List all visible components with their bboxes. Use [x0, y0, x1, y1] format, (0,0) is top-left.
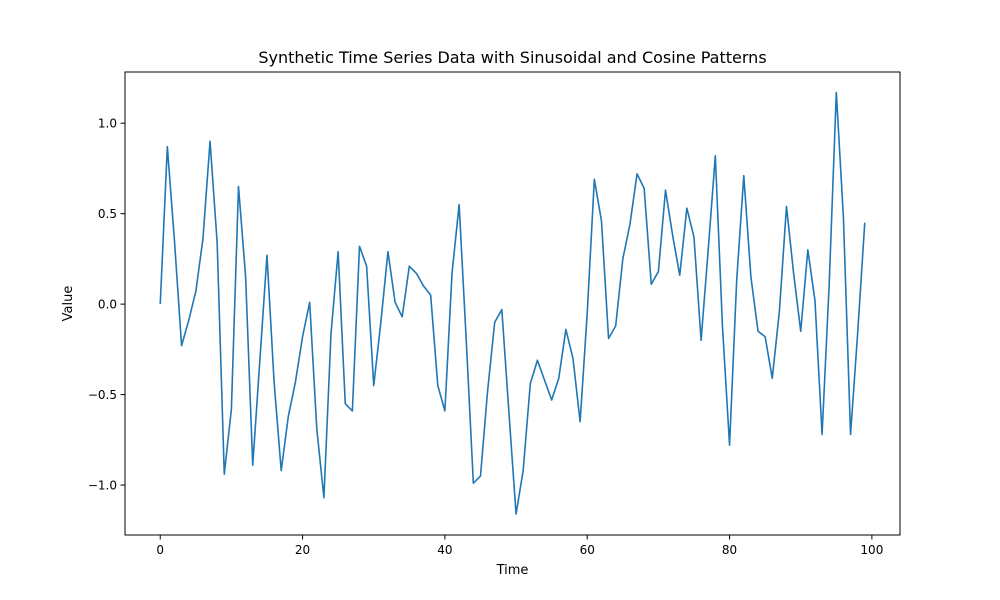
y-tick-label: −0.5: [88, 388, 117, 402]
y-axis: −1.0 −0.5 0.0 0.5 1.0: [88, 117, 125, 493]
x-tick-label: 0: [156, 543, 164, 557]
x-tick-label: 60: [580, 543, 595, 557]
axes-frame: [124, 71, 901, 536]
x-axis-label: Time: [496, 563, 529, 578]
y-tick-label: 0.5: [98, 207, 117, 221]
y-tick-label: 0.0: [98, 298, 117, 312]
series-line-0: [159, 91, 866, 515]
chart-title: Synthetic Time Series Data with Sinusoid…: [258, 48, 766, 67]
y-axis-label: Value: [61, 286, 76, 322]
x-tick-label: 100: [860, 543, 883, 557]
y-tick-label: 1.0: [98, 117, 117, 131]
x-tick-label: 20: [295, 543, 310, 557]
x-axis: 0 20 40 60 80 100: [156, 535, 883, 557]
y-tick-label: −1.0: [88, 479, 117, 493]
plot-area: [159, 91, 866, 515]
x-tick-label: 40: [437, 543, 452, 557]
x-tick-label: 80: [722, 543, 737, 557]
